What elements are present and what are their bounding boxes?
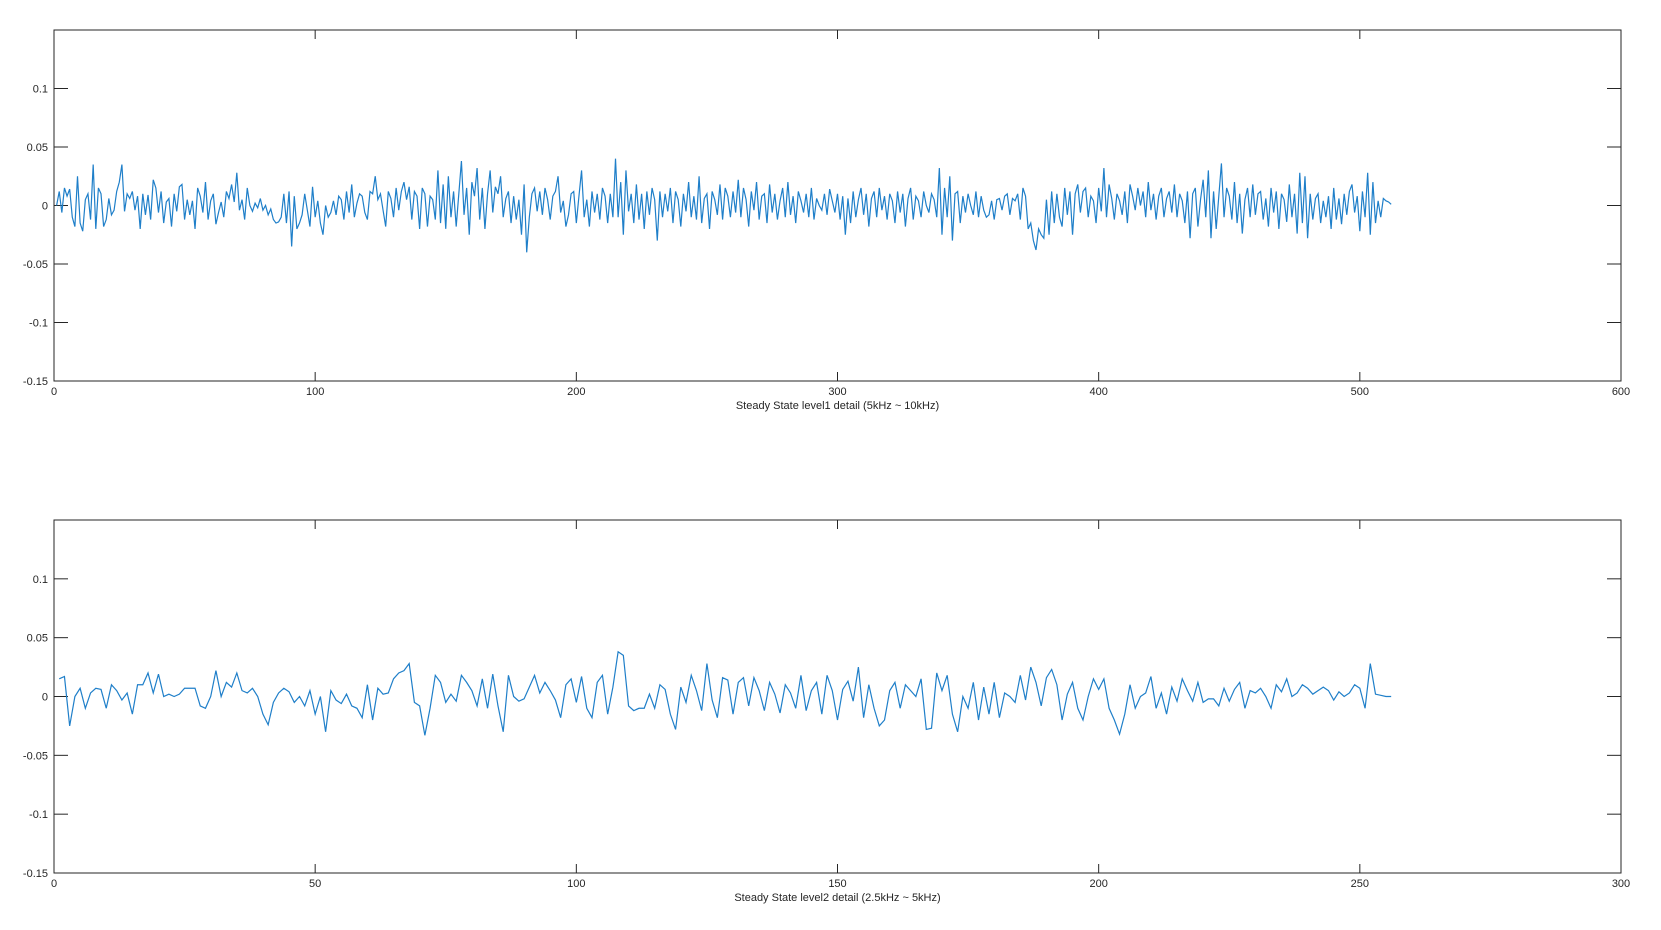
x-tick-label: 400: [1089, 386, 1107, 398]
y-tick-label: -0.15: [23, 868, 48, 880]
x-tick-label: 300: [828, 386, 846, 398]
y-tick-label: -0.1: [29, 809, 48, 821]
y-tick-label: 0.1: [33, 84, 48, 96]
y-tick-label: -0.05: [23, 259, 48, 271]
x-tick-label: 0: [51, 386, 57, 398]
x-axis-label: Steady State level1 detail (5kHz ~ 10kHz…: [736, 400, 939, 412]
y-tick-label: 0: [42, 201, 48, 213]
y-tick-label: -0.1: [29, 318, 48, 330]
data-line: [58, 650, 1392, 737]
y-tick-label: 0.1: [33, 574, 48, 586]
y-tick-label: 0: [42, 692, 48, 704]
x-tick-label: 300: [1612, 878, 1630, 890]
x-tick-label: 100: [567, 878, 585, 890]
x-tick-label: 150: [828, 878, 846, 890]
x-tick-label: 200: [567, 386, 585, 398]
x-axis-label: Steady State level2 detail (2.5kHz ~ 5kH…: [734, 892, 940, 904]
x-tick-label: 600: [1612, 386, 1630, 398]
x-tick-label: 500: [1351, 386, 1369, 398]
y-tick-label: -0.05: [23, 750, 48, 762]
axes-box: [53, 519, 1622, 874]
y-tick-label: -0.15: [23, 376, 48, 388]
x-tick-label: 50: [309, 878, 321, 890]
x-tick-label: 0: [51, 878, 57, 890]
x-tick-label: 250: [1351, 878, 1369, 890]
data-line: [56, 158, 1392, 253]
axes-box: [53, 29, 1622, 382]
y-tick-label: 0.05: [27, 142, 48, 154]
y-tick-label: 0.05: [27, 633, 48, 645]
x-tick-label: 200: [1089, 878, 1107, 890]
x-tick-label: 100: [306, 386, 324, 398]
